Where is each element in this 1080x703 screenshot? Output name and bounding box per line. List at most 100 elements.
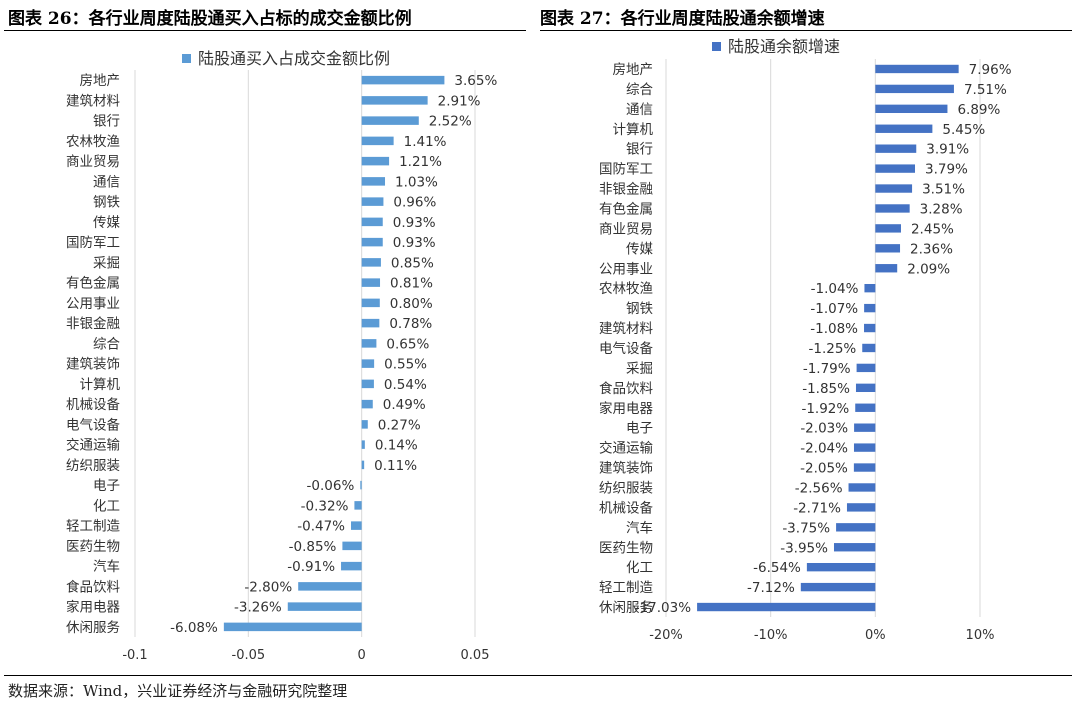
left-bar bbox=[361, 298, 380, 308]
right-bar bbox=[875, 244, 901, 253]
source-rule bbox=[4, 675, 1072, 676]
left-bar bbox=[342, 541, 362, 551]
left-category-label: 钢铁 bbox=[93, 195, 120, 211]
right-category-label: 钢铁 bbox=[626, 301, 654, 317]
left-bar bbox=[361, 156, 390, 166]
right-data-label: 2.45% bbox=[911, 221, 954, 237]
right-bar bbox=[875, 144, 917, 153]
right-data-label: -2.71% bbox=[793, 500, 841, 516]
source-note: 数据来源：Wind，兴业证券经济与金融研究院整理 bbox=[8, 682, 348, 700]
right-data-label: -1.04% bbox=[811, 281, 859, 297]
right-bar bbox=[875, 264, 898, 273]
right-bar bbox=[855, 383, 876, 393]
right-category-label: 非银金融 bbox=[599, 182, 653, 198]
right-data-label: -1.08% bbox=[810, 321, 858, 337]
right-data-label: 3.51% bbox=[922, 182, 965, 198]
right-x-tick-label: -20% bbox=[649, 628, 683, 643]
left-category-label: 通信 bbox=[93, 174, 120, 190]
left-data-label: 1.03% bbox=[395, 174, 438, 190]
left-bar bbox=[361, 258, 381, 267]
right-bar bbox=[856, 363, 876, 373]
left-data-label: 1.41% bbox=[404, 134, 447, 150]
left-data-label: -2.80% bbox=[244, 579, 292, 595]
right-data-label: -17.03% bbox=[635, 600, 692, 616]
left-data-label: 3.65% bbox=[454, 73, 497, 89]
left-bar bbox=[361, 197, 384, 206]
right-bar bbox=[864, 283, 876, 293]
right-category-label: 国防军工 bbox=[599, 162, 653, 178]
right-data-label: 2.09% bbox=[907, 261, 950, 277]
right-data-label: -1.85% bbox=[802, 381, 850, 397]
right-category-label: 公用事业 bbox=[599, 261, 653, 277]
right-bar bbox=[864, 323, 876, 333]
right-category-label: 通信 bbox=[626, 102, 653, 118]
right-data-label: -2.56% bbox=[795, 480, 843, 496]
left-bar bbox=[361, 237, 383, 247]
right-bar bbox=[875, 124, 933, 133]
right-category-label: 商业贸易 bbox=[599, 221, 653, 237]
left-data-label: 2.91% bbox=[438, 93, 481, 109]
right-x-tick-label: 0% bbox=[865, 628, 886, 643]
left-data-label: 0.54% bbox=[384, 377, 427, 393]
right-category-label: 家用电器 bbox=[599, 400, 653, 417]
left-bar bbox=[360, 480, 362, 490]
right-category-label: 综合 bbox=[626, 82, 654, 98]
right-category-label: 交通运输 bbox=[599, 440, 653, 457]
left-data-label: 0.65% bbox=[386, 336, 429, 352]
left-data-label: 0.78% bbox=[389, 316, 432, 332]
right-bar bbox=[853, 443, 876, 452]
left-category-label: 电气设备 bbox=[66, 416, 120, 433]
left-data-label: 0.85% bbox=[391, 255, 434, 271]
right-bar bbox=[862, 343, 876, 353]
right-category-label: 房地产 bbox=[613, 62, 654, 78]
left-category-label: 非银金融 bbox=[66, 316, 120, 332]
right-bar bbox=[833, 543, 876, 552]
right-data-label: -1.79% bbox=[803, 361, 851, 377]
left-bar bbox=[351, 521, 362, 530]
left-legend-label: 陆股通买入占成交金额比例 bbox=[198, 49, 390, 68]
left-bar bbox=[361, 420, 368, 429]
left-bar bbox=[223, 622, 362, 632]
right-data-label: -3.95% bbox=[780, 540, 828, 556]
left-bar bbox=[361, 136, 394, 146]
right-bar bbox=[875, 64, 959, 74]
right-category-label: 电子 bbox=[626, 421, 653, 437]
right-category-label: 电气设备 bbox=[599, 340, 653, 357]
right-data-label: -1.25% bbox=[808, 341, 856, 357]
right-data-label: 3.28% bbox=[920, 201, 963, 217]
left-bar bbox=[361, 399, 373, 409]
left-category-label: 电子 bbox=[93, 478, 120, 494]
left-data-label: -0.06% bbox=[307, 478, 355, 494]
left-bar bbox=[361, 278, 381, 287]
right-data-label: -1.92% bbox=[801, 401, 849, 417]
left-data-label: -0.32% bbox=[301, 498, 349, 514]
left-data-label: 0.93% bbox=[393, 215, 436, 231]
right-bar bbox=[875, 84, 954, 94]
left-data-label: 0.11% bbox=[374, 458, 417, 474]
left-category-label: 房地产 bbox=[80, 73, 121, 89]
left-bar bbox=[361, 460, 365, 470]
left-x-tick-label: -0.05 bbox=[232, 648, 266, 663]
right-data-label: 3.91% bbox=[926, 142, 969, 158]
left-category-label: 银行 bbox=[93, 114, 120, 130]
right-bar bbox=[875, 184, 913, 193]
left-legend-swatch bbox=[182, 54, 191, 63]
right-data-label: 7.51% bbox=[964, 82, 1007, 98]
left-bar bbox=[298, 582, 362, 591]
left-category-label: 纺织服装 bbox=[66, 458, 120, 474]
right-data-label: 6.89% bbox=[957, 102, 1000, 118]
left-data-label: 0.81% bbox=[390, 276, 433, 292]
left-data-label: 0.93% bbox=[393, 235, 436, 251]
left-category-label: 商业贸易 bbox=[66, 154, 120, 170]
left-category-label: 农林牧渔 bbox=[66, 134, 120, 150]
left-bar bbox=[361, 75, 445, 85]
right-legend-label: 陆股通余额增速 bbox=[728, 37, 840, 56]
left-category-label: 计算机 bbox=[80, 377, 121, 393]
left-category-label: 交通运输 bbox=[66, 437, 120, 454]
right-category-label: 银行 bbox=[626, 142, 653, 158]
left-bar bbox=[361, 379, 374, 389]
right-data-label: -2.03% bbox=[800, 421, 848, 437]
